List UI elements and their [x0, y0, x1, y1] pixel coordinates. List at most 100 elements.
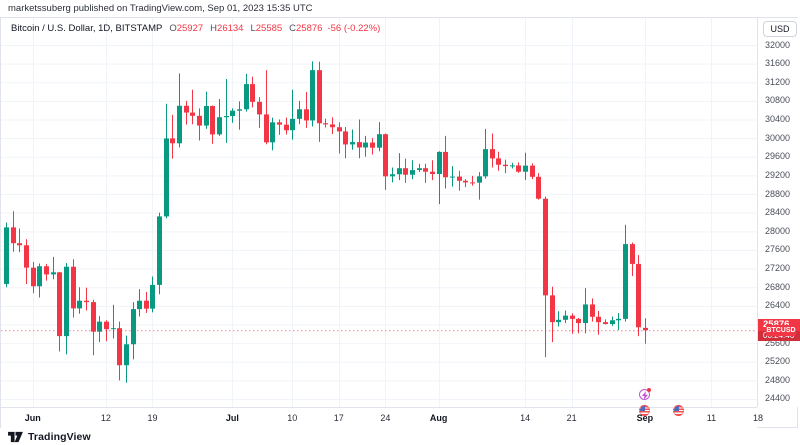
candle: [563, 315, 568, 320]
price-tick-label: 28800: [765, 188, 791, 199]
candle: [11, 227, 16, 244]
time-tick-label: 12: [100, 413, 111, 423]
us-flag-icon[interactable]: [672, 405, 684, 416]
candle: [111, 328, 116, 330]
candle: [237, 109, 242, 111]
candle: [91, 302, 96, 332]
change-value: -56 (-0.22%): [327, 23, 381, 34]
close-label: C: [289, 23, 297, 34]
high-label: H: [210, 23, 218, 34]
candle: [523, 165, 528, 172]
candle: [417, 168, 422, 171]
candle: [44, 266, 49, 275]
price-axis[interactable]: USD 32000 31600 31200 30800 30400 30000 29600 2…: [757, 18, 800, 407]
time-axis[interactable]: Jun 12 19 Jul 10 17 24 Aug 14 21 Sep 11 18: [1, 407, 763, 429]
candle: [310, 70, 315, 121]
candle: [510, 165, 515, 167]
candle: [603, 322, 608, 325]
flash-icon[interactable]: [639, 388, 652, 400]
candle: [377, 134, 382, 148]
symbol-price-flag: BTCUSD: [766, 324, 796, 336]
candle: [423, 168, 428, 172]
price-tick-label: 26400: [765, 300, 791, 311]
candle: [124, 344, 129, 366]
price-tick-label: 29600: [765, 151, 791, 162]
price-tick-label: 31200: [765, 76, 791, 87]
currency-button[interactable]: USD: [763, 21, 797, 37]
price-tick-label: 28000: [765, 225, 791, 236]
candle: [31, 267, 36, 287]
price-tick-label: 30000: [765, 132, 791, 143]
candle: [337, 127, 342, 132]
candle: [570, 315, 575, 319]
bar-close-countdown: 08:24:46: [758, 331, 800, 342]
tradingview-logo-icon[interactable]: [8, 430, 23, 443]
candle: [477, 176, 482, 183]
candle: [210, 106, 215, 135]
candle: [496, 158, 501, 165]
candle: [323, 123, 328, 125]
candlestick-chart[interactable]: [1, 18, 757, 407]
candle: [583, 304, 588, 324]
tradingview-wordmark[interactable]: TradingView: [28, 430, 91, 443]
candle: [257, 101, 262, 115]
price-tick-label: 24400: [765, 393, 791, 404]
symbol-title[interactable]: Bitcoin / U.S. Dollar, 1D, BITSTAMP: [11, 23, 163, 34]
candle: [244, 84, 249, 110]
candle: [503, 164, 508, 167]
candle: [150, 284, 155, 309]
candle: [51, 272, 56, 275]
candle: [144, 300, 149, 309]
candle: [616, 318, 621, 321]
candle: [217, 117, 222, 135]
candle: [443, 151, 448, 178]
price-tick-label: 25600: [765, 337, 791, 348]
low-label: L: [250, 23, 256, 34]
candle: [37, 266, 42, 287]
candle: [117, 328, 122, 366]
candle: [64, 266, 69, 337]
price-tick-label: 29200: [765, 169, 791, 180]
candle: [277, 122, 282, 125]
candle: [643, 327, 648, 331]
us-flag-icon[interactable]: [639, 405, 651, 416]
candle: [57, 272, 62, 337]
candle: [177, 105, 182, 144]
candle: [490, 149, 495, 159]
candle: [157, 216, 162, 285]
candle: [430, 171, 435, 175]
candle: [170, 138, 175, 144]
candle: [97, 321, 102, 332]
candle: [137, 300, 142, 310]
close-value: 25876: [296, 23, 323, 34]
candle: [357, 142, 362, 148]
price-tick-label: 30400: [765, 114, 791, 125]
price-tick-label: 32000: [765, 39, 791, 50]
candle: [304, 109, 309, 121]
candle: [71, 266, 76, 309]
price-tick-label: 28400: [765, 207, 791, 218]
chart-widget: Bitcoin / U.S. Dollar, 1D, BITSTAMP O2592…: [0, 17, 800, 429]
candle: [284, 124, 289, 131]
time-tick-label: 24: [380, 413, 391, 423]
open-value: 25927: [176, 23, 204, 34]
price-tick-label: 24800: [765, 374, 791, 385]
chart-legend[interactable]: Bitcoin / U.S. Dollar, 1D, BITSTAMP O2592…: [11, 23, 380, 35]
candle: [636, 263, 641, 328]
lightning-glyph: [642, 390, 649, 400]
candle: [550, 295, 555, 323]
time-tick-label: Aug: [429, 413, 448, 423]
time-tick-label: 11: [706, 413, 717, 423]
candle: [590, 304, 595, 317]
time-tick-label: 10: [287, 413, 298, 423]
candle: [390, 174, 395, 177]
candle: [610, 320, 615, 325]
candle: [77, 300, 82, 309]
candle: [17, 243, 22, 246]
candle: [403, 168, 408, 175]
candle: [556, 319, 561, 323]
candle: [410, 170, 415, 175]
candle: [463, 180, 468, 183]
candle: [576, 318, 581, 324]
